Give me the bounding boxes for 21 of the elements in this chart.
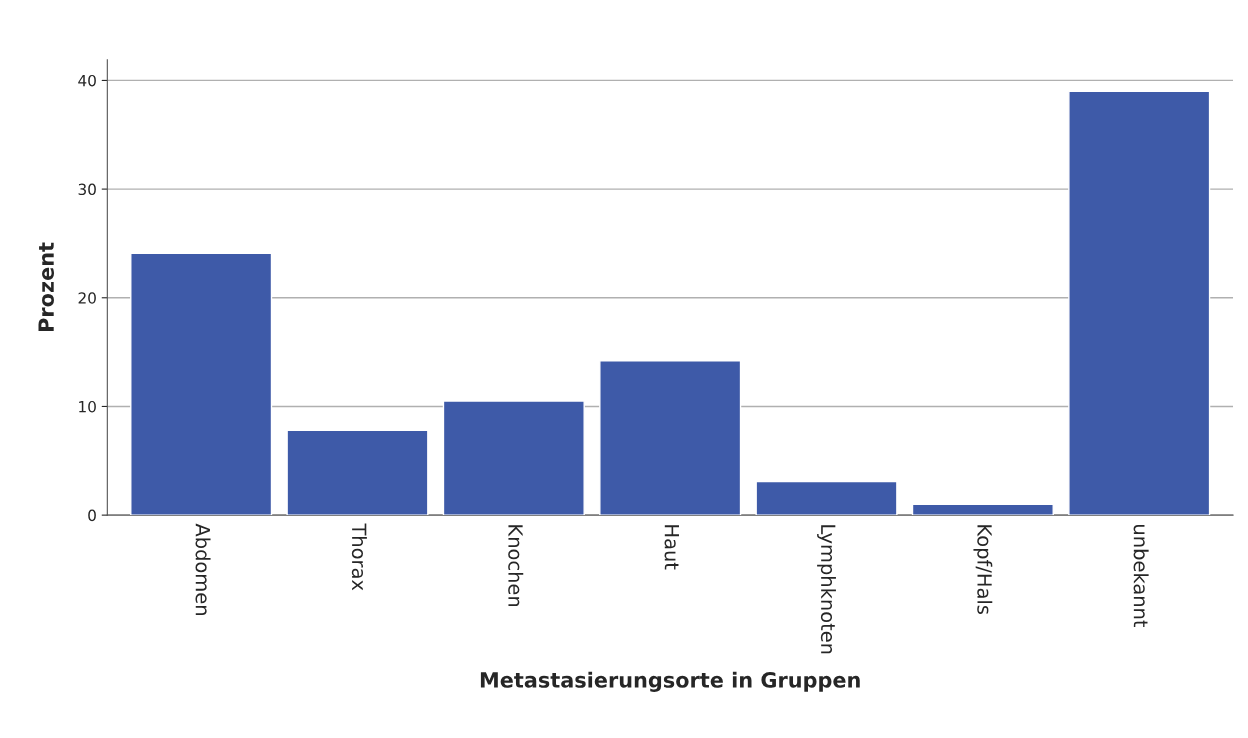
y-axis-title: Prozent xyxy=(38,242,54,331)
bar xyxy=(130,252,273,516)
bar xyxy=(442,400,585,516)
y-tick-label: 40 xyxy=(78,74,96,87)
x-tick-label: Thorax xyxy=(351,523,367,591)
x-axis-title: Metastasierungsorte in Gruppen xyxy=(480,671,860,693)
bar xyxy=(599,360,742,516)
x-tick-label: Abdomen xyxy=(195,523,211,615)
bar xyxy=(755,480,898,516)
x-tick-label: unbekannt xyxy=(1133,525,1149,628)
bar xyxy=(1068,90,1211,516)
y-tick-label: 10 xyxy=(79,400,96,413)
x-tick-label: Kopf/Hals xyxy=(973,525,993,614)
y-tick-label: 0 xyxy=(88,509,96,522)
y-tick-label: 20 xyxy=(78,292,96,304)
bar xyxy=(286,429,429,516)
x-tick-label: Haut xyxy=(664,525,679,570)
bar xyxy=(911,503,1054,516)
x-tick-label: Knochen xyxy=(508,525,524,607)
x-tick-label: Lymphknoten xyxy=(817,525,836,654)
y-tick-label: 30 xyxy=(78,183,96,196)
